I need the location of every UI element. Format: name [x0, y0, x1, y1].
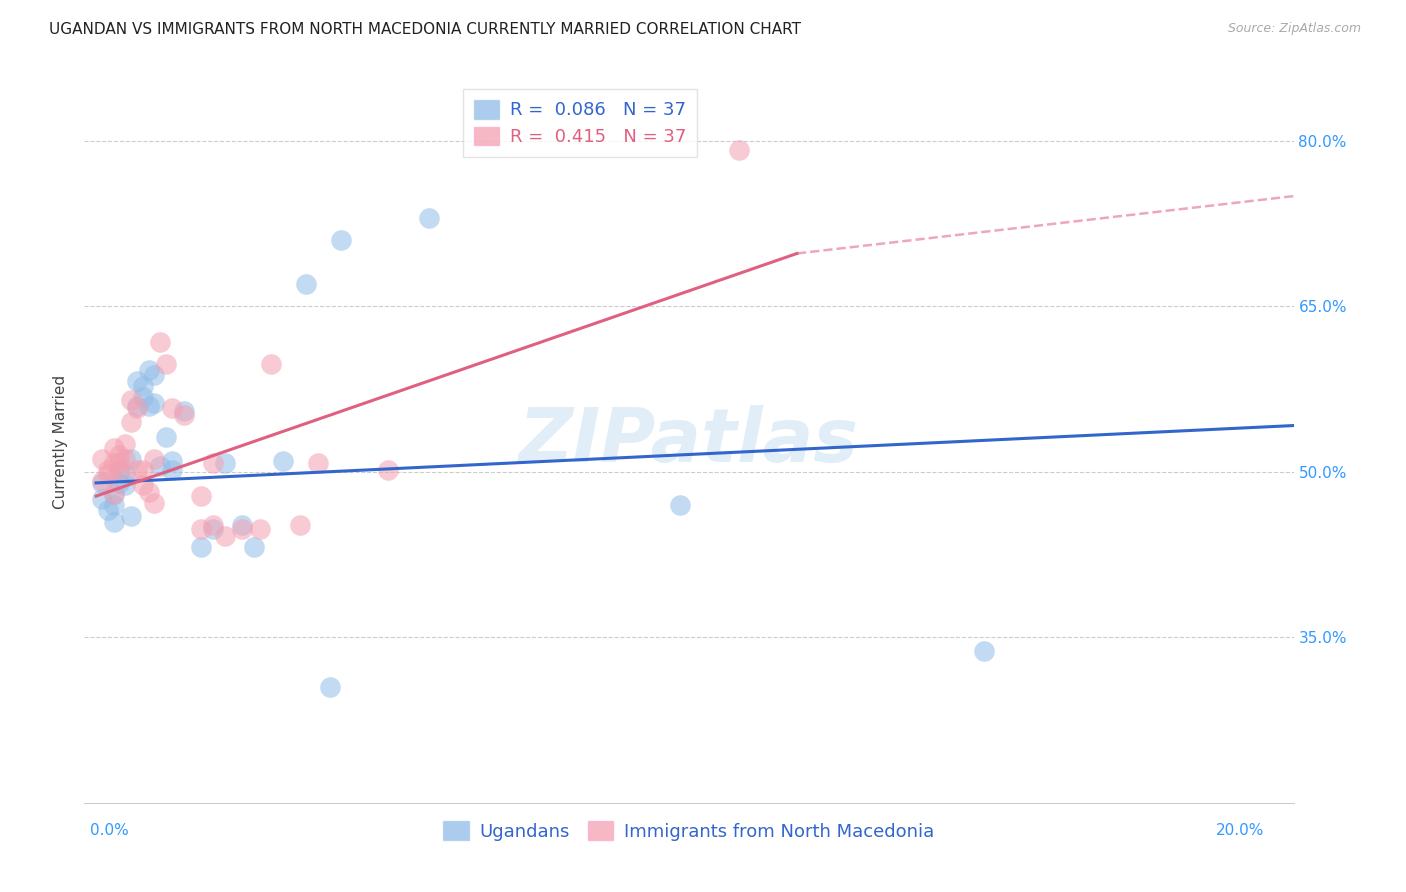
Point — [138, 363, 160, 377]
Point — [190, 540, 212, 554]
Point — [155, 357, 177, 371]
Point — [201, 522, 224, 536]
Point — [90, 492, 112, 507]
Point — [173, 408, 195, 422]
Point — [103, 441, 125, 455]
Point — [108, 448, 131, 462]
Point — [271, 454, 294, 468]
Point — [377, 463, 399, 477]
Point — [160, 454, 183, 468]
Point — [190, 489, 212, 503]
Point — [155, 429, 177, 443]
Point — [201, 456, 224, 470]
Point — [214, 529, 236, 543]
Point — [108, 456, 131, 470]
Point — [330, 233, 353, 247]
Point — [143, 496, 166, 510]
Point — [149, 459, 172, 474]
Point — [120, 451, 142, 466]
Point — [249, 522, 271, 536]
Point — [125, 463, 148, 477]
Text: UGANDAN VS IMMIGRANTS FROM NORTH MACEDONIA CURRENTLY MARRIED CORRELATION CHART: UGANDAN VS IMMIGRANTS FROM NORTH MACEDON… — [49, 22, 801, 37]
Point — [231, 522, 253, 536]
Point — [318, 680, 340, 694]
Point — [97, 467, 120, 481]
Y-axis label: Currently Married: Currently Married — [53, 375, 69, 508]
Point — [103, 515, 125, 529]
Point — [114, 467, 136, 481]
Text: 0.0%: 0.0% — [90, 822, 129, 838]
Text: Source: ZipAtlas.com: Source: ZipAtlas.com — [1227, 22, 1361, 36]
Point — [103, 487, 125, 501]
Point — [120, 415, 142, 429]
Point — [132, 379, 155, 393]
Text: 20.0%: 20.0% — [1216, 822, 1264, 838]
Point — [190, 522, 212, 536]
Point — [973, 643, 995, 657]
Point — [260, 357, 283, 371]
Point — [290, 517, 312, 532]
Point — [143, 396, 166, 410]
Point — [97, 463, 120, 477]
Point — [149, 334, 172, 349]
Point — [173, 404, 195, 418]
Point — [103, 487, 125, 501]
Point — [138, 399, 160, 413]
Point — [295, 277, 318, 292]
Point — [108, 465, 131, 479]
Point — [231, 517, 253, 532]
Point — [125, 399, 148, 413]
Point — [132, 463, 155, 477]
Point — [108, 463, 131, 477]
Point — [143, 451, 166, 466]
Point — [120, 508, 142, 523]
Point — [90, 451, 112, 466]
Point — [125, 401, 148, 415]
Point — [307, 456, 329, 470]
Point — [727, 143, 749, 157]
Point — [418, 211, 440, 226]
Point — [214, 456, 236, 470]
Point — [125, 375, 148, 389]
Point — [108, 475, 131, 490]
Point — [90, 474, 112, 488]
Point — [132, 478, 155, 492]
Point — [114, 451, 136, 466]
Point — [242, 540, 264, 554]
Point — [103, 498, 125, 512]
Point — [160, 463, 183, 477]
Legend: Ugandans, Immigrants from North Macedonia: Ugandans, Immigrants from North Macedoni… — [436, 814, 942, 848]
Point — [103, 456, 125, 470]
Point — [201, 517, 224, 532]
Point — [90, 475, 112, 490]
Text: ZIPatlas: ZIPatlas — [519, 405, 859, 478]
Point — [114, 437, 136, 451]
Point — [97, 503, 120, 517]
Point — [143, 368, 166, 382]
Point — [114, 478, 136, 492]
Point — [160, 401, 183, 415]
Point — [132, 390, 155, 404]
Point — [120, 393, 142, 408]
Point — [669, 498, 692, 512]
Point — [138, 484, 160, 499]
